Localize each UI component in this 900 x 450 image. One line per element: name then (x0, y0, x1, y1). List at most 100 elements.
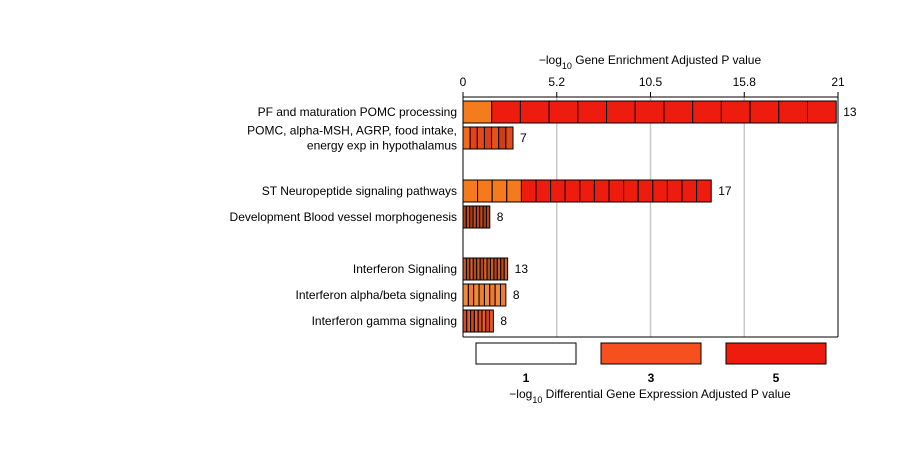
bar-gene-cell (465, 257, 471, 281)
bar-gene-cell (466, 309, 472, 333)
bar-gene-cell (564, 179, 581, 203)
bar-gene-cell (493, 257, 498, 281)
bar-gene-cell (807, 100, 837, 124)
count-label: 8 (500, 314, 507, 328)
category-label: ST Neuropeptide signaling pathways (262, 184, 457, 198)
count-label: 8 (497, 210, 504, 224)
bar-gene-cell (486, 257, 491, 281)
bar-gene-cell (535, 179, 552, 203)
bar-gene-cell (477, 309, 483, 333)
bar-gene-cell (481, 309, 487, 333)
bar-gene-cell (473, 309, 479, 333)
bar-gene-cell (579, 179, 595, 203)
bar-gene-cell (491, 179, 508, 203)
bar-gene-cell (519, 100, 550, 124)
bar-gene-cell (462, 126, 471, 150)
count-label: 7 (520, 131, 527, 145)
category-label: Interferon alpha/beta signaling (296, 288, 457, 302)
category-label: Development Blood vessel morphogenesis (230, 210, 457, 224)
bar-gene-cell (477, 179, 493, 203)
x-tick-label: 5.2 (548, 75, 565, 89)
legend-label: 3 (648, 371, 655, 385)
bar-gene-cell (478, 283, 485, 307)
bar-gene-cell (720, 100, 751, 124)
category-label: PF and maturation POMC processing (258, 105, 457, 119)
bar-gene-cell (476, 257, 481, 281)
grid-lines (556, 97, 745, 337)
legend-swatch (600, 342, 702, 365)
legend: 1 3 5 (475, 342, 827, 385)
bar-gene-cell (491, 126, 500, 150)
bar-gene-cell (652, 179, 668, 203)
bar-gene-cell (505, 126, 514, 150)
x-axis: 0 5.2 10.5 15.8 21 (460, 75, 845, 338)
legend-title: −log10 Differential Gene Expression Adju… (509, 387, 791, 405)
legend-swatch (475, 342, 577, 365)
bar-gene-cell (696, 179, 712, 203)
bar-gene-cell (483, 126, 493, 150)
bar-gene-cell (485, 309, 491, 333)
bar-gene-cell (491, 100, 521, 124)
bar (462, 257, 509, 281)
bar-gene-cell (778, 100, 809, 124)
bar-gene-cell (462, 100, 493, 124)
bar (462, 100, 837, 124)
legend-label: 1 (523, 371, 530, 385)
bar-gene-cell (473, 283, 480, 307)
bar-gene-cell (467, 283, 475, 307)
bar-gene-cell (482, 205, 487, 229)
bar-gene-cell (462, 205, 467, 229)
bar-gene-cell (462, 257, 467, 281)
bar-gene-cell (666, 179, 683, 203)
category-label: POMC, alpha-MSH, AGRP, food intake, energ… (247, 124, 457, 153)
bar-gene-cell (692, 100, 722, 124)
bar-gene-cell (663, 100, 694, 124)
bar-gene-cell (462, 309, 468, 333)
bar-gene-cell (469, 257, 474, 281)
bar-gene-cell (475, 205, 481, 229)
x-tick-label: 10.5 (639, 75, 663, 89)
bar-gene-cell (489, 309, 494, 333)
bar-gene-cell (577, 100, 608, 124)
bar-gene-cell (483, 283, 491, 307)
count-label: 13 (843, 105, 857, 119)
bar (462, 179, 712, 203)
bar-gene-cell (623, 179, 639, 203)
bar-gene-cell (469, 126, 478, 150)
bar-gene-cell (637, 179, 654, 203)
x-tick-label: 21 (831, 75, 845, 89)
bar-gene-cell (496, 257, 502, 281)
bar-gene-cell (469, 205, 474, 229)
bar-gene-cell (494, 283, 501, 307)
bar-gene-cell (520, 179, 537, 203)
bar (462, 126, 514, 150)
bar-gene-cell (472, 205, 477, 229)
bar-gene-cell (465, 205, 471, 229)
bar-gene-cell (593, 179, 610, 203)
bar-gene-cell (479, 205, 484, 229)
bar-gene-cell (485, 205, 491, 229)
bar-gene-cell (749, 100, 780, 124)
bar-gene-cell (550, 179, 566, 203)
bar-gene-cell (489, 257, 495, 281)
bar (462, 205, 491, 229)
legend-swatch (725, 342, 827, 365)
bar (462, 309, 494, 333)
bar-gene-cell (548, 100, 579, 124)
bar-gene-cell (503, 257, 509, 281)
category-labels: PF and maturation POMC processing POMC, a… (230, 105, 457, 328)
bar-gene-cell (470, 309, 475, 333)
category-label: Interferon gamma signaling (312, 314, 457, 328)
legend-label: 5 (773, 371, 780, 385)
bar-gene-cell (500, 257, 505, 281)
bar-gene-cell (462, 283, 469, 307)
bars (462, 100, 837, 333)
bar-gene-cell (498, 126, 507, 150)
category-label: Interferon Signaling (353, 262, 457, 276)
bar-gene-cell (681, 179, 698, 203)
bar-gene-cell (634, 100, 665, 124)
count-label: 13 (515, 262, 529, 276)
bar-gene-cell (606, 100, 636, 124)
